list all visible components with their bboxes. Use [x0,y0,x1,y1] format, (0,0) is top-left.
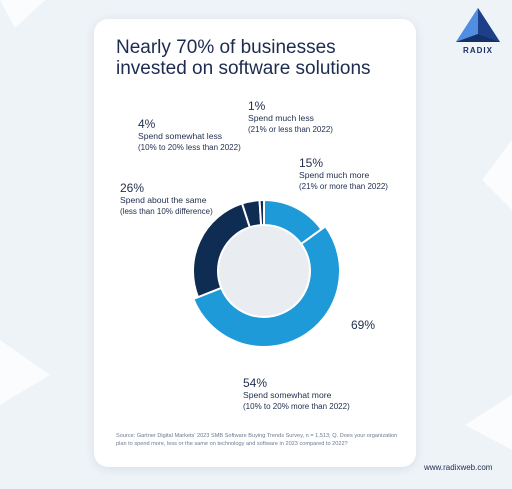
label-main: Spend much more [299,170,370,180]
source-note: Source: Gartner Digital Markets' 2023 SM… [116,433,398,447]
label-pct: 1% [248,99,266,113]
label-detail: (10% to 20% more than 2022) [243,402,350,411]
label-detail: (21% or more than 2022) [299,182,388,191]
label-main: Spend about the same [120,195,207,205]
label-main: Spend much less [248,113,314,123]
label-spend-about-same: 26% Spend about the same (less than 10% … [120,181,213,217]
decorative-triangle-right [482,140,512,210]
label-main: Spend somewhat less [138,131,223,141]
donut-chart [192,198,341,348]
decorative-triangle-bottom-right [465,395,512,450]
total-more-label: 69% [351,318,376,332]
label-spend-much-less: 1% Spend much less (21% or less than 202… [248,99,333,135]
label-main: Spend somewhat more [243,390,332,400]
donut-slice-spend-somewhat-more [192,224,341,348]
infographic-card: Nearly 70% of businesses invested on sof… [94,19,416,467]
label-pct: 15% [299,156,324,170]
decorative-triangle-bottom-left [0,340,50,405]
radix-logo-icon [456,8,500,42]
donut-slice-spend-much-less [258,198,265,227]
label-pct: 4% [138,117,156,131]
label-spend-much-more: 15% Spend much more (21% or more than 20… [299,156,388,192]
label-detail: (10% to 20% less than 2022) [138,143,241,152]
website-url: www.radixweb.com [424,463,493,472]
decorative-triangle-top-left [0,0,45,28]
label-spend-somewhat-less: 4% Spend somewhat less (10% to 20% less … [138,117,241,153]
brand-name: RADIX [463,46,493,55]
label-pct: 54% [243,376,268,390]
donut-center [219,226,309,316]
label-detail: (21% or less than 2022) [248,125,333,134]
label-detail: (less than 10% difference) [120,207,213,216]
card-title: Nearly 70% of businesses invested on sof… [116,37,371,79]
label-spend-somewhat-more: 54% Spend somewhat more (10% to 20% more… [243,376,350,412]
label-pct: 26% [120,181,145,195]
